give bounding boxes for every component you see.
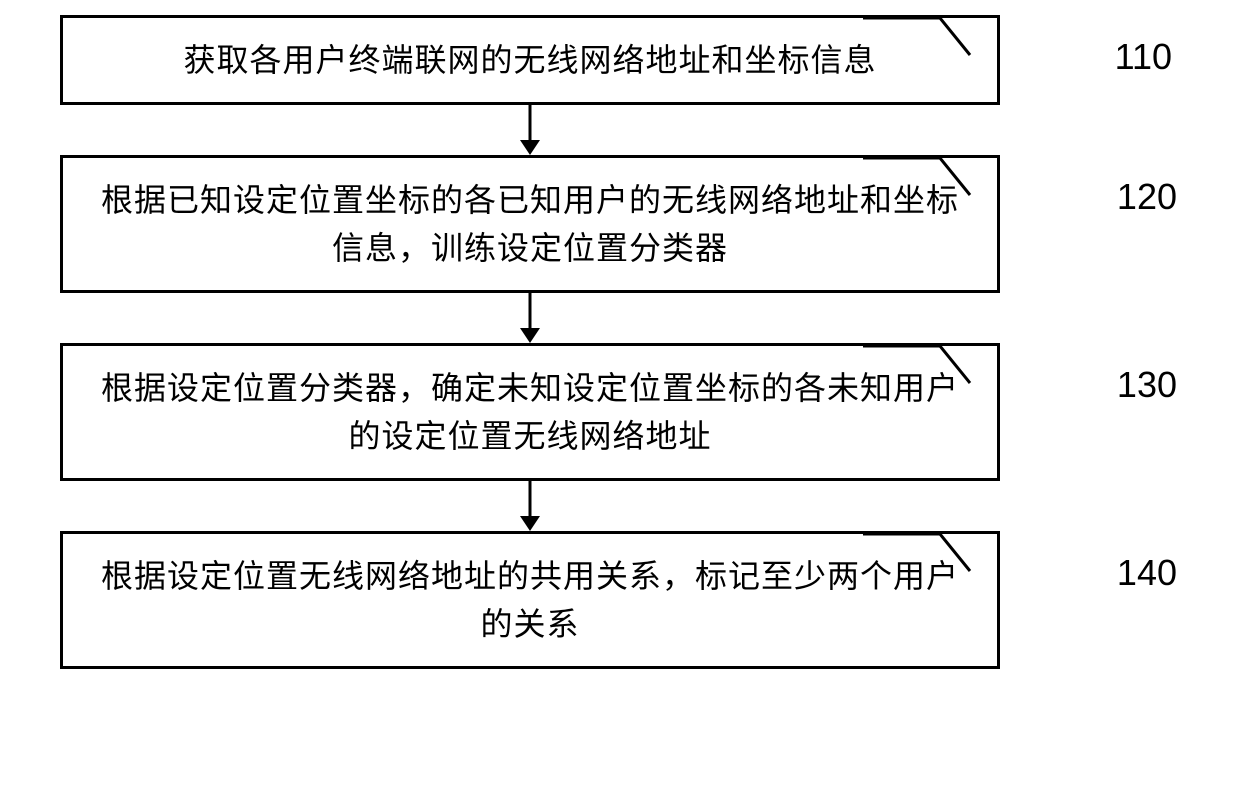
step-text: 根据设定位置分类器，确定未知设定位置坐标的各未知用户的设定位置无线网络地址 — [93, 364, 967, 460]
step-box-120: 根据已知设定位置坐标的各已知用户的无线网络地址和坐标信息，训练设定位置分类器 1… — [60, 155, 1000, 293]
arrow-down-icon — [60, 293, 1000, 343]
step-box-140: 根据设定位置无线网络地址的共用关系，标记至少两个用户的关系 140 — [60, 531, 1000, 669]
arrow-down-icon — [60, 105, 1000, 155]
step-text: 根据设定位置无线网络地址的共用关系，标记至少两个用户的关系 — [93, 552, 967, 648]
step-label: 120 — [1117, 176, 1177, 218]
step-text: 获取各用户终端联网的无线网络地址和坐标信息 — [183, 36, 876, 84]
step-box-130: 根据设定位置分类器，确定未知设定位置坐标的各未知用户的设定位置无线网络地址 13… — [60, 343, 1000, 481]
step-label: 140 — [1117, 552, 1177, 594]
step-label: 110 — [1115, 36, 1172, 78]
arrow-down-icon — [60, 481, 1000, 531]
step-box-110: 获取各用户终端联网的无线网络地址和坐标信息 110 — [60, 15, 1000, 105]
step-label: 130 — [1117, 364, 1177, 406]
flowchart-container: 获取各用户终端联网的无线网络地址和坐标信息 110 根据已知设定位置坐标的各已知… — [60, 15, 1160, 669]
step-text: 根据已知设定位置坐标的各已知用户的无线网络地址和坐标信息，训练设定位置分类器 — [93, 176, 967, 272]
label-connector-icon — [860, 15, 1000, 65]
